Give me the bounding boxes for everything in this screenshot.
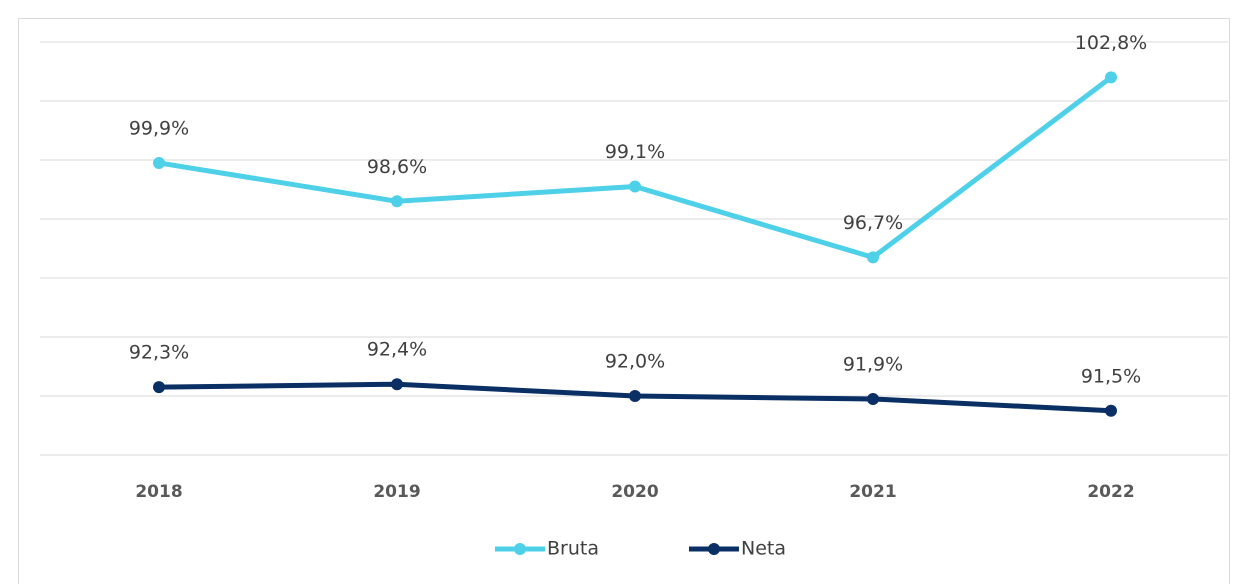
- data-point: [153, 381, 165, 394]
- x-tick-label: 2019: [373, 482, 420, 502]
- legend-label: Neta: [741, 538, 786, 560]
- data-label: 98,6%: [367, 156, 427, 178]
- data-label: 92,3%: [129, 342, 189, 364]
- legend-marker: [707, 543, 720, 555]
- data-label: 99,9%: [129, 117, 189, 139]
- data-point: [1105, 71, 1117, 84]
- data-point: [629, 390, 641, 402]
- data-point: [867, 392, 879, 405]
- data-point: [391, 378, 403, 391]
- x-tick-label: 2022: [1087, 482, 1134, 502]
- series-line: [158, 75, 1113, 260]
- x-tick-label: 2021: [849, 482, 896, 502]
- data-label: 91,5%: [1081, 365, 1141, 387]
- data-point: [391, 195, 403, 208]
- data-label: 92,0%: [605, 351, 665, 373]
- data-point: [629, 180, 641, 193]
- legend-marker: [514, 543, 526, 555]
- x-tick-label: 2020: [611, 482, 658, 502]
- data-point: [1105, 404, 1117, 417]
- data-label: 92,4%: [367, 339, 427, 361]
- legend-label: Bruta: [547, 538, 599, 560]
- data-label: 99,1%: [605, 141, 665, 163]
- data-point: [867, 251, 879, 264]
- data-point: [153, 156, 165, 169]
- x-tick-label: 2018: [135, 482, 182, 502]
- data-label: 91,9%: [843, 353, 903, 375]
- data-label: 102,8%: [1075, 32, 1147, 54]
- chart-border: [18, 18, 1230, 584]
- data-label: 96,7%: [843, 212, 903, 234]
